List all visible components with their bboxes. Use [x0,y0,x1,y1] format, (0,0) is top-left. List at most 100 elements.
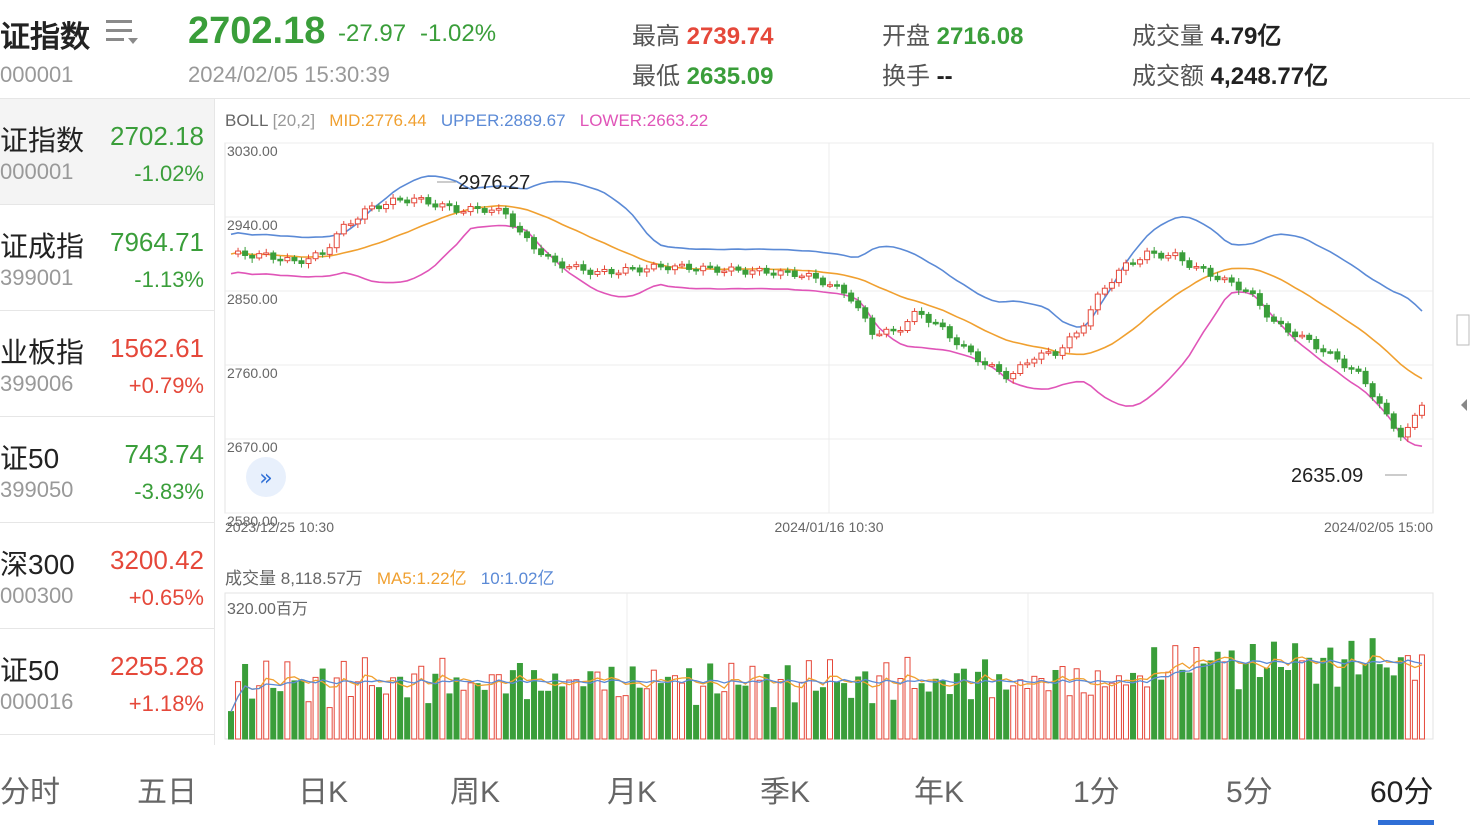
volume-bar [1010,685,1017,740]
volume-bar [347,696,354,740]
volume-bar [707,663,714,740]
candle-body [509,213,516,227]
candle-body [594,271,601,275]
volume-bar [848,697,855,740]
sidebar-item-code: 000300 [0,583,74,608]
sidebar-item-code: 000001 [0,159,74,184]
volume-bar [256,685,263,740]
volume-bar [1334,686,1341,740]
candle-body [664,266,671,271]
index-code: 000001 [0,62,74,87]
tab-4[interactable]: 月K [607,776,658,809]
candle-body [834,284,841,287]
tab-6[interactable]: 年K [914,776,965,809]
candle-body [418,197,425,200]
candle-body [495,207,502,211]
candle-body [911,310,918,323]
candle-body [1242,289,1249,292]
candle-body [305,258,312,264]
volume-bar [1411,679,1418,740]
candle-body [1122,262,1129,271]
sidebar-item-399001[interactable]: 证成指 399001 7964.71 -1.13% [0,205,214,311]
sidebar-item-name: 证指数 [0,125,85,156]
candle-body [897,330,904,333]
right-panel-toggle [1456,314,1470,346]
candle-body [805,272,812,277]
volume-bar [291,680,298,740]
candle-body [397,197,404,201]
candle-body [601,268,608,273]
volume-bar [1320,657,1327,740]
candle-body [1172,252,1179,257]
boll-legend: BOLL [20,2] MID:2776.44 UPPER:2889.67 LO… [225,111,709,130]
volume-bar [488,674,495,740]
tab-9[interactable]: 60分 [1370,776,1434,809]
sidebar-item-000001[interactable]: 证指数 000001 2702.18 -1.02% [0,99,214,205]
volume-bar [728,662,735,740]
volume-bar [700,685,707,740]
candle-body [242,250,249,256]
sidebar-item-399050[interactable]: 证50 399050 743.74 -3.83% [0,417,214,523]
volume-bar [679,682,686,740]
volume-bar [777,678,784,740]
volume-bar [1418,654,1425,740]
candle-body [587,269,594,275]
volume-bar [629,666,636,740]
volume-bar [1101,686,1108,740]
tab-8[interactable]: 5分 [1226,776,1273,809]
candle-body [918,310,925,315]
quote-header: 证指数 000001 2702.18 -27.97 -1.02% 2024/02… [0,0,1470,99]
candle-body [256,253,263,259]
candle-body [467,206,474,213]
volume-bar [1151,647,1158,740]
kline-chart[interactable]: 3030.00 2940.00 2850.00 2760.00 2670.00 2580.… [215,99,1470,745]
volume-bar [1355,674,1362,740]
volume-bar [1144,686,1151,740]
volume-bar [509,670,516,740]
volume-bar [714,693,721,740]
candle-body [1045,351,1052,354]
sidebar-item-000016[interactable]: 证50 000016 2255.28 +1.18% [0,629,214,735]
volume-bar [643,688,650,740]
candle-body [249,254,256,259]
candle-body [573,264,580,268]
candle-body [354,218,361,225]
candle-body [340,223,347,235]
volume-axis-label: 320.00百万 [227,601,308,618]
sidebar-item-price: 743.74 [124,439,204,469]
tab-3[interactable]: 周K [450,776,501,809]
candle-body [721,270,728,274]
candle-body [1200,266,1207,269]
candle-body [566,266,573,269]
volume-bar [545,690,552,740]
candle-body [1270,316,1277,322]
volume-bar [1059,666,1066,740]
candle-body [686,263,693,270]
tab-2[interactable]: 日K [298,776,349,809]
candle-body [615,272,622,276]
candle-body [763,267,770,274]
candle-body [404,199,411,204]
list-menu-icon[interactable] [104,16,140,53]
expand-icon: » [259,466,272,491]
candle-body [953,337,960,346]
candle-body [1003,370,1010,380]
volume-bar [1348,640,1355,740]
volume-bar [383,693,390,740]
sidebar-item-399006[interactable]: 业板指 399006 1562.61 +0.79% [0,311,214,417]
volume-bar [1263,667,1270,740]
candle-body [890,328,897,332]
volume-bar [1404,655,1411,740]
candle-body [1320,348,1327,353]
tab-7[interactable]: 1分 [1073,776,1120,809]
tab-5[interactable]: 季K [760,776,811,809]
tab-0[interactable]: 分时 [0,776,60,809]
tab-1[interactable]: 五日 [137,776,197,809]
sidebar-item-change: +0.79% [128,373,204,398]
sidebar-item-000300[interactable]: 深300 000300 3200.42 +0.65% [0,523,214,629]
volume-bar [1278,666,1285,740]
candle-body [1348,367,1355,370]
volume-bar [1327,647,1334,740]
candle-body [1334,351,1341,360]
candle-body [1355,368,1362,372]
